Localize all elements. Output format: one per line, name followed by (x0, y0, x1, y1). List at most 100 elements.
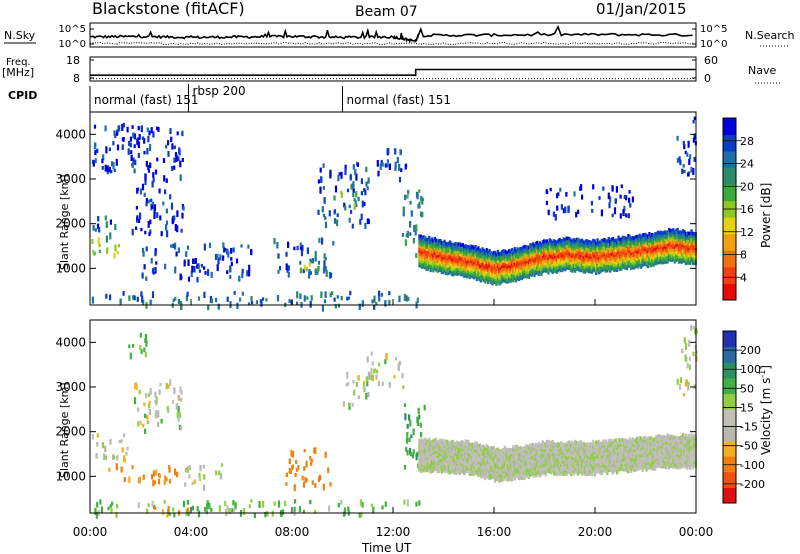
velocity-band-cell (449, 451, 452, 455)
velocity-band-cell (475, 444, 479, 448)
power-band-cell (506, 272, 509, 277)
power-band-cell (487, 265, 490, 270)
velocity-band-cell (533, 454, 536, 459)
power-band-cell (660, 241, 664, 245)
velocity-band-cell (510, 470, 514, 475)
velocity-band-cell (554, 459, 557, 464)
power-band-cell (566, 239, 570, 243)
power-cell (401, 233, 405, 237)
velocity-band-cell (491, 463, 494, 467)
velocity-cell (250, 499, 253, 503)
power-cell (207, 269, 210, 276)
power-band-cell (575, 245, 578, 249)
power-cell (365, 166, 368, 173)
power-band-cell (613, 261, 616, 265)
power-band-cell (606, 239, 609, 243)
velocity-band-cell (555, 467, 558, 472)
velocity-band-cell (464, 459, 467, 463)
power-band-cell (545, 259, 549, 263)
power-band-cell (458, 254, 462, 259)
power-band-cell (595, 268, 598, 273)
velocity-band-cell (488, 471, 491, 476)
power-band-cell (618, 250, 622, 254)
power-band-cell (621, 235, 624, 240)
velocity-band-cell (515, 457, 518, 461)
velocity-band-cell (444, 439, 448, 444)
velocity-cell (370, 351, 373, 356)
power-cell (222, 242, 225, 249)
velocity-band-cell (422, 451, 425, 456)
power-band-cell (547, 248, 550, 253)
power-cell (181, 158, 184, 162)
power-cell (359, 218, 362, 225)
power-band-cell (423, 250, 427, 255)
power-band-cell (687, 261, 690, 265)
power-band-cell (425, 245, 428, 249)
velocity-band-cell (533, 469, 536, 473)
velocity-band-cell (461, 455, 464, 459)
velocity-band-cell (548, 457, 551, 462)
power-band-cell (610, 244, 613, 249)
power-band-cell (693, 237, 696, 241)
power-band-cell (648, 234, 651, 239)
velocity-band-cell (529, 463, 532, 468)
velocity-band-cell (555, 455, 558, 459)
power-band-cell (545, 254, 549, 258)
power-cell (394, 148, 397, 155)
power-band-cell (579, 246, 582, 251)
power-cell (230, 261, 233, 267)
velocity-cell (371, 374, 374, 381)
power-cell (319, 167, 322, 173)
power-band-cell (467, 264, 470, 269)
power-band-cell (569, 241, 573, 245)
velocity-cell (111, 501, 114, 506)
power-band-cell (520, 269, 523, 273)
velocity-band-cell (522, 465, 525, 470)
power-band-cell (513, 254, 516, 259)
power-band-cell (593, 259, 596, 263)
power-band-cell (682, 258, 685, 263)
velocity-band-cell (502, 462, 505, 467)
power-band-cell (649, 246, 652, 251)
power-band-cell (465, 247, 469, 252)
power-band-cell (679, 250, 682, 254)
velocity-band-cell (422, 468, 425, 473)
velocity-band-cell (565, 455, 568, 459)
power-band-cell (437, 239, 441, 243)
power-band-cell (637, 247, 640, 252)
power-band-cell (451, 258, 455, 262)
power-band-cell (616, 256, 619, 260)
power-cell (108, 147, 111, 152)
velocity-band-cell (496, 469, 500, 474)
velocity-band-cell (461, 445, 464, 450)
power-band-cell (616, 261, 619, 265)
velocity-band-cell (473, 472, 476, 477)
power-band-cell (562, 259, 565, 264)
power-band-cell (595, 251, 598, 256)
velocity-band-cell (425, 458, 428, 463)
power-band-cell (444, 261, 448, 266)
velocity-band-cell (526, 444, 529, 449)
power-cell (412, 238, 415, 244)
velocity-cell (687, 384, 690, 391)
power-band-cell (656, 257, 659, 262)
velocity-band-cell (451, 452, 455, 457)
power-band-cell (595, 249, 598, 253)
power-band-cell (419, 234, 422, 239)
power-band-cell (631, 243, 634, 247)
velocity-band-cell (419, 442, 422, 447)
velocity-band-cell (440, 452, 443, 457)
power-band-cell (537, 242, 540, 247)
power-band-cell (505, 250, 508, 255)
power-cell (310, 295, 313, 301)
power-band-cell (516, 264, 519, 269)
power-cell (613, 207, 617, 215)
power-band-cell (604, 256, 608, 261)
power-band-cell (435, 263, 438, 267)
power-band-cell (447, 268, 450, 273)
power-band-cell (502, 273, 505, 278)
power-band-cell (473, 258, 476, 263)
velocity-band-cell (461, 450, 464, 455)
power-band-cell (691, 246, 695, 251)
power-band-cell (628, 239, 631, 244)
